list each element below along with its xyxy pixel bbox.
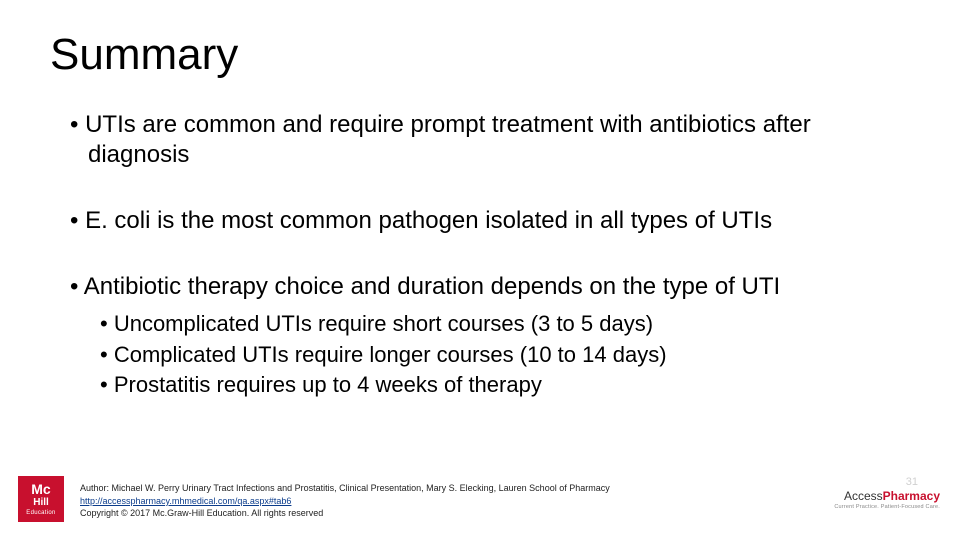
logo-text: Education — [26, 510, 55, 516]
source-link[interactable]: http://accesspharmacy.mhmedical.com/qa.a… — [80, 496, 291, 506]
list-item: Prostatitis requires up to 4 weeks of th… — [100, 371, 890, 400]
logo-text: Mc — [31, 482, 50, 496]
mcgraw-hill-logo: Mc Hill Education — [18, 476, 64, 522]
brand-tagline: Current Practice. Patient-Focused Care. — [834, 504, 940, 510]
list-item: Uncomplicated UTIs require short courses… — [100, 310, 890, 339]
logo-text: Hill — [33, 498, 49, 508]
access-pharmacy-logo: AccessPharmacy Current Practice. Patient… — [834, 489, 940, 510]
list-item: UTIs are common and require prompt treat… — [70, 110, 890, 170]
list-item: Complicated UTIs require longer courses … — [100, 341, 890, 370]
page-title: Summary — [50, 30, 238, 80]
slide: Summary UTIs are common and require prom… — [0, 0, 960, 540]
author-line: Author: Michael W. Perry Urinary Tract I… — [80, 482, 880, 495]
list-item: E. coli is the most common pathogen isol… — [70, 206, 890, 236]
footer: Author: Michael W. Perry Urinary Tract I… — [80, 482, 880, 520]
copyright: Copyright © 2017 Mc.Graw-Hill Education.… — [80, 507, 880, 520]
brand-text: AccessPharmacy — [834, 489, 940, 503]
bullet-list: UTIs are common and require prompt treat… — [70, 110, 890, 402]
footer-link-line: http://accesspharmacy.mhmedical.com/qa.a… — [80, 495, 880, 508]
slide-number: 31 — [906, 476, 918, 488]
brand-red: Pharmacy — [883, 489, 940, 503]
brand-plain: Access — [844, 489, 883, 503]
list-item: Antibiotic therapy choice and duration d… — [70, 272, 890, 302]
